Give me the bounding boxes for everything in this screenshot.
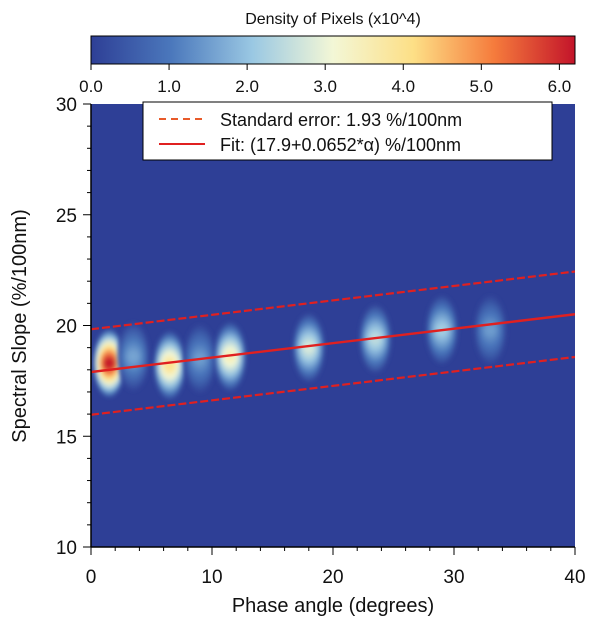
density-cluster xyxy=(153,331,186,400)
fit-lines xyxy=(91,270,575,416)
colorbar-tick-label: 3.0 xyxy=(313,77,337,96)
y-tick-label: 20 xyxy=(56,317,77,338)
legend: Standard error: 1.93 %/100nm Fit: (17.9+… xyxy=(142,101,553,161)
legend-label-fit: Fit: (17.9+0.0652*α) %/100nm xyxy=(220,135,461,155)
y-axis-label: Spectral Slope (%/100nm) xyxy=(9,209,31,442)
lower-error-line xyxy=(91,355,575,416)
colorbar-tick-label: 1.0 xyxy=(157,77,181,96)
y-tick-label: 10 xyxy=(56,538,77,559)
colorbar xyxy=(90,35,576,65)
fit-line xyxy=(91,313,575,374)
colorbar-tick-label: 6.0 xyxy=(548,77,572,96)
colorbar-title: Density of Pixels (x10^4) xyxy=(245,11,421,28)
plot-area xyxy=(91,104,575,547)
density-layer xyxy=(93,295,507,400)
x-tick-label: 40 xyxy=(564,567,585,588)
x-tick-label: 20 xyxy=(322,567,343,588)
y-tick-label: 15 xyxy=(56,427,77,448)
x-tick-label: 10 xyxy=(201,567,222,588)
density-cluster xyxy=(117,322,150,391)
legend-label-standard-error: Standard error: 1.93 %/100nm xyxy=(220,110,462,130)
density-cluster xyxy=(474,295,507,364)
colorbar-ticks: 0.0 1.0 2.0 3.0 4.0 5.0 6.0 xyxy=(79,64,571,96)
y-ticks: 10 15 20 25 30 xyxy=(56,95,91,559)
y-tick-label: 25 xyxy=(56,206,77,227)
legend-box xyxy=(142,101,553,161)
colorbar-tick-label: 0.0 xyxy=(79,77,103,96)
x-axis-label: Phase angle (degrees) xyxy=(232,595,434,617)
colorbar-tick-label: 4.0 xyxy=(391,77,415,96)
y-tick-label: 30 xyxy=(56,95,77,116)
colorbar-tick-label: 5.0 xyxy=(470,77,494,96)
colorbar-tick-label: 2.0 xyxy=(235,77,259,96)
x-tick-label: 30 xyxy=(443,567,464,588)
density-cluster xyxy=(292,313,325,382)
x-tick-label: 0 xyxy=(86,567,97,588)
upper-error-line xyxy=(91,270,575,331)
x-ticks: 0 10 20 30 40 xyxy=(86,547,586,588)
density-cluster xyxy=(93,329,126,398)
